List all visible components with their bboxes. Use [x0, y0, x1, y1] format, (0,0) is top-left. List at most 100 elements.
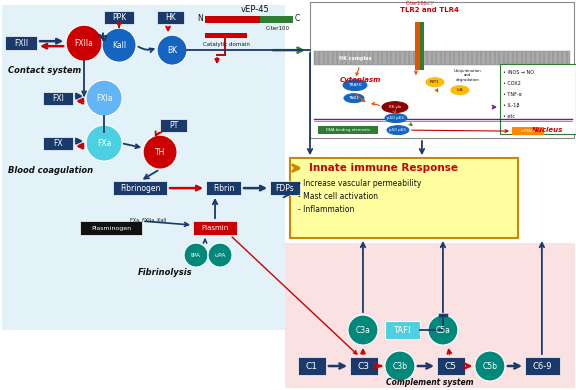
- Text: - Mast cell activation: - Mast cell activation: [298, 191, 378, 200]
- Bar: [415, 22, 420, 70]
- Bar: [395, 51, 397, 65]
- Text: Plasmin: Plasmin: [202, 225, 229, 231]
- Text: vEP-45: vEP-45: [241, 5, 270, 14]
- Text: p50 p65: p50 p65: [389, 128, 407, 132]
- Bar: [205, 16, 260, 23]
- Bar: [368, 51, 370, 65]
- Text: FDPs: FDPs: [276, 184, 294, 193]
- Text: • etc: • etc: [503, 113, 515, 119]
- Circle shape: [348, 315, 378, 345]
- Bar: [354, 51, 357, 65]
- Bar: [381, 51, 384, 65]
- Text: • iNOS → NO: • iNOS → NO: [503, 70, 534, 74]
- Bar: [512, 51, 514, 65]
- Text: C6-9: C6-9: [533, 362, 552, 370]
- Bar: [5, 36, 37, 50]
- Bar: [285, 243, 575, 388]
- Circle shape: [385, 351, 415, 381]
- Bar: [498, 51, 501, 65]
- Text: TLR2 and TLR4: TLR2 and TLR4: [400, 7, 460, 13]
- Text: DNA binding elements: DNA binding elements: [326, 128, 370, 132]
- Circle shape: [208, 243, 232, 267]
- Text: FXa: FXa: [97, 138, 111, 148]
- Bar: [323, 51, 325, 65]
- Text: Innate immune Response: Innate immune Response: [309, 163, 458, 173]
- Text: C5b: C5b: [483, 362, 498, 370]
- Text: • TNF-α: • TNF-α: [503, 92, 522, 97]
- Text: C5: C5: [445, 362, 457, 370]
- Bar: [350, 51, 352, 65]
- Bar: [530, 51, 532, 65]
- Text: Blood coagulation: Blood coagulation: [8, 166, 93, 175]
- Bar: [328, 51, 329, 65]
- Text: FXa, FXIIa, Kall: FXa, FXIIa, Kall: [130, 218, 166, 223]
- Bar: [160, 119, 187, 132]
- Text: Fibrinolysis: Fibrinolysis: [138, 268, 192, 277]
- Bar: [391, 51, 392, 65]
- Bar: [552, 51, 554, 65]
- Bar: [346, 51, 347, 65]
- Bar: [205, 33, 247, 38]
- Circle shape: [66, 25, 102, 61]
- Ellipse shape: [451, 86, 469, 95]
- Bar: [512, 127, 544, 135]
- Text: C-ter100: C-ter100: [266, 26, 290, 31]
- Bar: [445, 51, 446, 65]
- Bar: [385, 321, 420, 339]
- Bar: [437, 357, 465, 375]
- Ellipse shape: [382, 102, 408, 113]
- Bar: [157, 11, 184, 24]
- Text: C5a: C5a: [435, 326, 450, 335]
- Bar: [104, 11, 134, 24]
- Bar: [449, 51, 451, 65]
- Text: FXI: FXI: [52, 94, 64, 103]
- Bar: [453, 51, 456, 65]
- Bar: [426, 51, 429, 65]
- Text: BK: BK: [167, 46, 177, 55]
- Bar: [440, 51, 442, 65]
- Text: TAB1: TAB1: [348, 96, 359, 100]
- Bar: [476, 51, 478, 65]
- Text: PT: PT: [169, 121, 178, 130]
- Text: IKK-γIκ: IKK-γIκ: [388, 105, 401, 109]
- Text: C3b: C3b: [392, 362, 407, 370]
- Text: C1: C1: [306, 362, 318, 370]
- Bar: [314, 51, 570, 65]
- Bar: [413, 51, 415, 65]
- Bar: [480, 51, 483, 65]
- Bar: [363, 51, 365, 65]
- Text: tPA: tPA: [191, 253, 201, 257]
- Bar: [359, 51, 361, 65]
- Text: FXIIa: FXIIa: [75, 39, 93, 48]
- Text: FXIa: FXIa: [96, 94, 112, 103]
- Bar: [43, 137, 73, 150]
- Bar: [336, 51, 339, 65]
- Circle shape: [143, 135, 177, 169]
- Bar: [332, 51, 334, 65]
- Bar: [539, 51, 541, 65]
- Circle shape: [428, 315, 458, 345]
- Bar: [471, 51, 473, 65]
- Text: Nucleus: Nucleus: [532, 127, 563, 133]
- Text: FXII: FXII: [14, 39, 28, 48]
- Text: Kall: Kall: [112, 41, 126, 50]
- Bar: [420, 22, 424, 70]
- Text: HK: HK: [165, 13, 176, 22]
- Circle shape: [86, 125, 122, 161]
- Text: Contact system: Contact system: [8, 66, 81, 74]
- Text: Fibrin: Fibrin: [213, 184, 234, 193]
- Bar: [517, 51, 518, 65]
- Bar: [494, 51, 496, 65]
- Text: - Inflammation: - Inflammation: [298, 205, 354, 214]
- Text: C3: C3: [358, 362, 370, 370]
- Ellipse shape: [385, 113, 407, 122]
- Text: Catalytic domain: Catalytic domain: [203, 42, 249, 47]
- Text: N: N: [197, 14, 203, 23]
- Bar: [535, 51, 536, 65]
- Bar: [566, 51, 568, 65]
- Text: TRAF6: TRAF6: [348, 83, 362, 87]
- Bar: [490, 51, 491, 65]
- Bar: [435, 51, 437, 65]
- Text: Ubiquitination
and
degradation: Ubiquitination and degradation: [454, 69, 482, 82]
- Bar: [543, 51, 545, 65]
